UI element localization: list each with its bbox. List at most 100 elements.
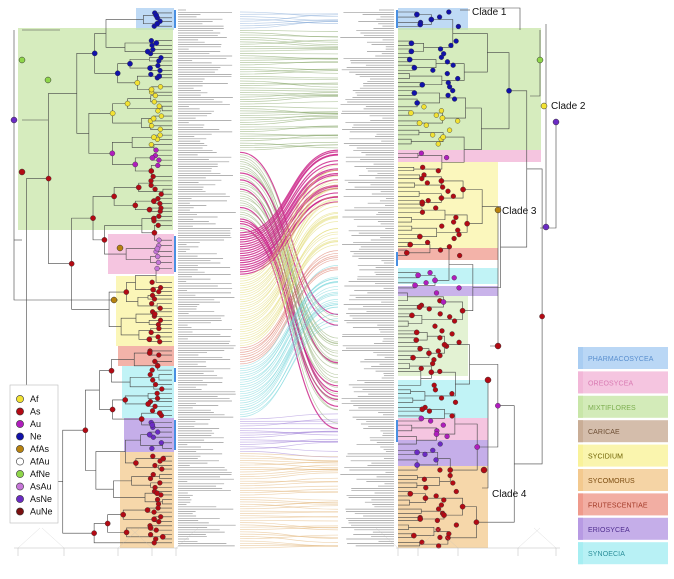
tip-node: [449, 413, 455, 419]
ancestral-node: [44, 76, 52, 84]
tanglegram-link: [239, 154, 339, 241]
tree-branch: [124, 42, 157, 52]
tanglegram-link: [239, 41, 339, 47]
ancestral-node: [419, 81, 426, 88]
legend-label-afne: AfNe: [30, 469, 50, 479]
ancestral-node: [414, 100, 420, 106]
tree-branch: [158, 374, 172, 381]
ancestral-node: [132, 202, 139, 209]
tip-node: [431, 382, 437, 388]
tanglegram-link: [239, 187, 339, 296]
tanglegram-link: [239, 46, 339, 48]
tree-branch: [410, 391, 426, 401]
tree-branch: [159, 474, 172, 479]
ancestral-node: [445, 534, 451, 541]
legend-label-ne: Ne: [30, 432, 42, 442]
axis-guide: [41, 527, 65, 549]
tip-node: [157, 201, 163, 207]
legend-swatch-afas: [16, 445, 24, 453]
axis-guide: [417, 527, 441, 549]
ancestral-node: [123, 529, 130, 536]
tip-node: [430, 67, 436, 73]
right-clade4: [482, 380, 489, 489]
ancestral-node: [414, 462, 420, 468]
ancestral-node: [123, 289, 130, 295]
tip-node: [152, 462, 158, 469]
tree-branch: [398, 217, 412, 223]
tip-node: [155, 108, 161, 114]
tip-node: [437, 368, 443, 375]
tip-node: [152, 93, 159, 99]
tip-node: [158, 191, 164, 197]
tanglegram-link: [239, 21, 339, 29]
section-legend: PHARMACOSYCEA OREOSYCEA MIXTIFLORES CARICAE…: [578, 347, 668, 565]
tip-node: [419, 209, 426, 215]
ancestral-node: [411, 532, 417, 539]
tanglegram-link: [239, 446, 339, 452]
tip-node: [447, 84, 453, 90]
tanglegram-link: [239, 47, 339, 50]
tanglegram-link: [239, 286, 339, 385]
ancestral-node: [418, 415, 425, 422]
tip-node: [451, 318, 458, 324]
ancestral-node: [419, 406, 426, 413]
section-swatch-frutescentiae: [578, 493, 668, 516]
ancestral-node: [146, 206, 153, 213]
ancestral-node: [464, 220, 470, 227]
tip-node: [437, 311, 443, 317]
ancestral-node: [122, 397, 129, 403]
band-mixtiflores-left: [18, 28, 173, 230]
ancestral-node: [417, 233, 423, 240]
tip-node: [154, 395, 161, 402]
ancestral-node: [111, 193, 117, 200]
tip-node: [433, 290, 440, 296]
tree-branch: [62, 429, 95, 534]
section-swatch-sycomorus: [578, 469, 668, 491]
section-swatch-edge: [578, 542, 583, 565]
ancestral-node: [408, 40, 415, 47]
tip-node: [443, 154, 450, 161]
legend-label-asau: AsAu: [30, 482, 52, 492]
tanglegram-link: [239, 211, 339, 402]
ancestral-node: [151, 215, 157, 222]
tanglegram-link: [239, 306, 339, 408]
ancestral-node: [90, 215, 96, 221]
tree-branch: [135, 313, 155, 323]
ancestral-node: [413, 337, 420, 343]
ancestral-node: [151, 229, 158, 236]
tanglegram-link: [239, 181, 339, 284]
tanglegram-link: [239, 213, 339, 321]
tree-branch: [448, 264, 474, 312]
ancestral-node: [146, 431, 153, 438]
tanglegram-link: [239, 485, 339, 489]
ancestral-node: [151, 311, 158, 317]
ancestral-node: [148, 86, 155, 93]
tanglegram-link: [239, 204, 339, 369]
tanglegram-link: [239, 321, 339, 418]
section-swatch-edge: [578, 347, 583, 369]
legend-swatch-au: [16, 420, 24, 428]
ancestral-node: [536, 56, 544, 64]
ancestral-node: [484, 376, 492, 384]
tip-node: [435, 168, 441, 174]
tip-node: [148, 182, 154, 188]
tanglegram-link: [239, 228, 339, 333]
tree-branch: [411, 42, 424, 52]
ancestral-node: [407, 241, 414, 248]
tanglegram-link: [239, 94, 339, 100]
tanglegram-link: [239, 209, 339, 362]
tip-node: [450, 88, 456, 94]
tip-node: [148, 142, 154, 148]
tanglegram-link: [239, 241, 339, 346]
tree-branch: [99, 370, 113, 410]
tip-node: [437, 353, 443, 359]
tip-node: [418, 150, 424, 156]
tanglegram-link: [239, 181, 339, 365]
ancestral-node: [160, 455, 166, 462]
tip-node: [156, 352, 162, 358]
tanglegram-link: [239, 217, 339, 326]
tip-node: [157, 480, 163, 486]
section-label-frutescentiae: FRUTESCENTIAE: [588, 502, 648, 509]
tanglegram-link: [239, 257, 339, 351]
tip-node: [148, 38, 154, 44]
